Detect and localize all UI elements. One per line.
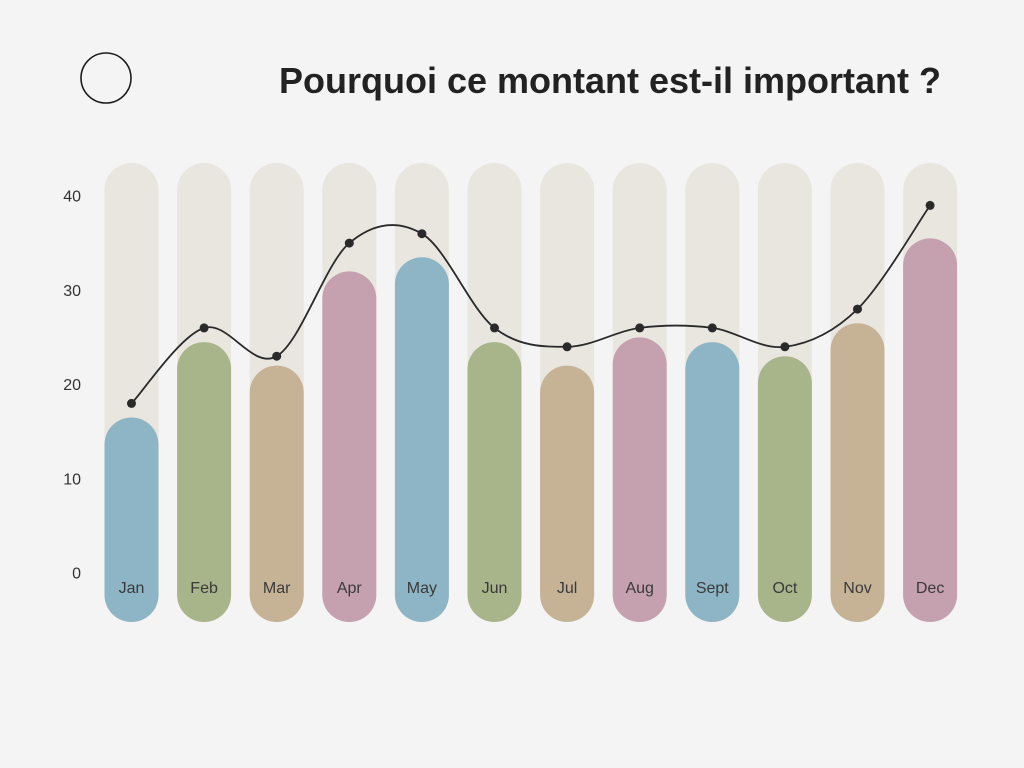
line-point-may [417, 229, 427, 239]
month-label-sept: Sept [696, 580, 729, 597]
bar-aug [612, 337, 667, 622]
line-point-jan [127, 398, 136, 408]
month-label-may: May [407, 580, 437, 597]
y-tick-label-10: 10 [63, 471, 81, 488]
line-point-jul [562, 342, 572, 352]
x-axis-labels: Jan Feb Mar Apr May Jun Jul Aug Sept Oct Nov Dec [119, 580, 945, 597]
month-label-aug: Aug [625, 580, 653, 597]
line-point-sept [707, 323, 717, 333]
y-tick-label-0: 0 [72, 566, 81, 583]
y-tick-label-20: 20 [63, 377, 81, 394]
circle-icon [80, 52, 132, 104]
line-point-apr [344, 238, 354, 248]
y-tick-label-40: 40 [63, 189, 81, 206]
month-label-jan: Jan [119, 580, 145, 597]
line-series [127, 200, 935, 408]
month-label-feb: Feb [190, 580, 218, 597]
line-point-dec [925, 200, 935, 210]
bar-dec [903, 238, 958, 622]
bar-may [394, 257, 449, 622]
chart-title: Pourquoi ce montant est-il important ? [279, 60, 941, 101]
month-label-jun: Jun [482, 580, 508, 597]
line-point-aug [635, 323, 645, 333]
month-label-dec: Dec [916, 580, 944, 597]
month-label-nov: Nov [843, 580, 871, 597]
month-label-jul: Jul [557, 580, 577, 597]
bar-series [104, 238, 958, 622]
bar-jan [104, 417, 159, 622]
bar-feb [177, 342, 232, 622]
line-point-feb [199, 323, 209, 333]
line-point-mar [272, 351, 282, 361]
trend-line [130, 204, 931, 405]
bar-mar [249, 365, 304, 622]
month-label-apr: Apr [337, 580, 363, 597]
y-axis: 0 10 20 30 40 [63, 189, 81, 583]
y-tick-label-30: 30 [63, 283, 81, 300]
bar-sept [685, 342, 740, 622]
line-point-oct [780, 342, 790, 352]
bar-nov [830, 323, 885, 622]
bar-jul [540, 365, 595, 622]
month-label-mar: Mar [263, 580, 291, 597]
month-label-oct: Oct [772, 580, 797, 597]
line-point-nov [853, 304, 862, 314]
bar-oct [757, 356, 812, 622]
bar-jun [467, 342, 522, 622]
line-point-jun [490, 323, 499, 333]
bar-apr [322, 271, 377, 622]
